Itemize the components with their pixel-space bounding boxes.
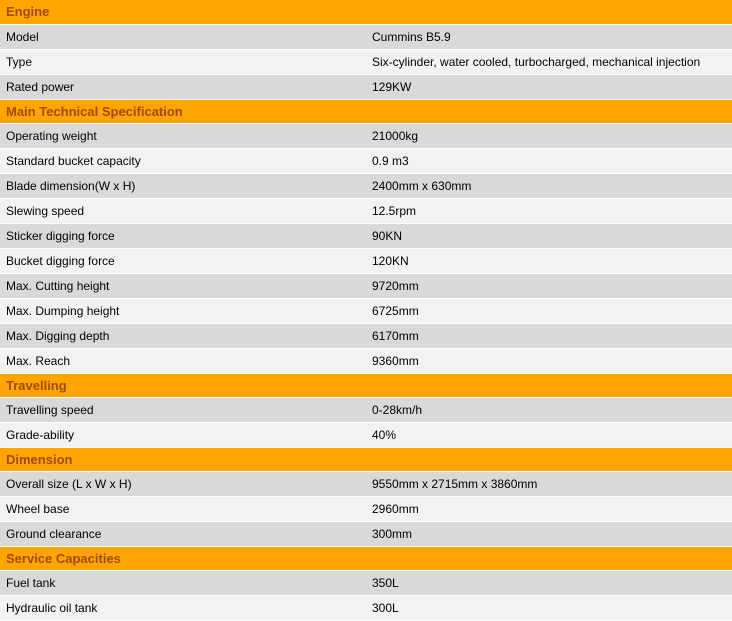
table-row: Max. Cutting height9720mm bbox=[0, 273, 732, 298]
spec-value: 9550mm x 2715mm x 3860mm bbox=[366, 471, 732, 496]
spec-value: 120KN bbox=[366, 248, 732, 273]
spec-value: 9360mm bbox=[366, 348, 732, 373]
table-row: Standard bucket capacity0.9 m3 bbox=[0, 148, 732, 173]
spec-value: 21000kg bbox=[366, 123, 732, 148]
spec-value: 2960mm bbox=[366, 496, 732, 521]
spec-value: Six-cylinder, water cooled, turbocharged… bbox=[366, 49, 732, 74]
spec-label: Rated power bbox=[0, 74, 366, 99]
spec-label: Max. Cutting height bbox=[0, 273, 366, 298]
spec-label: Max. Reach bbox=[0, 348, 366, 373]
spec-label: Slewing speed bbox=[0, 198, 366, 223]
spec-label: Ground clearance bbox=[0, 521, 366, 546]
spec-table: EngineModelCummins B5.9TypeSix-cylinder,… bbox=[0, 0, 732, 621]
spec-label: Max. Digging depth bbox=[0, 323, 366, 348]
spec-label: Hydraulic oil tank bbox=[0, 595, 366, 620]
spec-value: 0-28km/h bbox=[366, 397, 732, 422]
spec-value: 2400mm x 630mm bbox=[366, 173, 732, 198]
table-row: Max. Reach9360mm bbox=[0, 348, 732, 373]
spec-label: Overall size (L x W x H) bbox=[0, 471, 366, 496]
table-row: Max. Digging depth6170mm bbox=[0, 323, 732, 348]
spec-label: Blade dimension(W x H) bbox=[0, 173, 366, 198]
spec-label: Model bbox=[0, 24, 366, 49]
spec-value: Cummins B5.9 bbox=[366, 24, 732, 49]
table-row: Wheel base2960mm bbox=[0, 496, 732, 521]
table-row: Overall size (L x W x H)9550mm x 2715mm … bbox=[0, 471, 732, 496]
spec-value: 0.9 m3 bbox=[366, 148, 732, 173]
spec-value: 6725mm bbox=[366, 298, 732, 323]
spec-label: Operating weight bbox=[0, 123, 366, 148]
table-row: Slewing speed12.5rpm bbox=[0, 198, 732, 223]
spec-value: 12.5rpm bbox=[366, 198, 732, 223]
section-title: Dimension bbox=[0, 447, 732, 471]
spec-value: 350L bbox=[366, 570, 732, 595]
section-header: Engine bbox=[0, 0, 732, 24]
spec-label: Max. Dumping height bbox=[0, 298, 366, 323]
spec-label: Type bbox=[0, 49, 366, 74]
spec-label: Sticker digging force bbox=[0, 223, 366, 248]
section-title: Main Technical Specification bbox=[0, 99, 732, 123]
spec-value: 129KW bbox=[366, 74, 732, 99]
table-row: Operating weight21000kg bbox=[0, 123, 732, 148]
table-row: Bucket digging force120KN bbox=[0, 248, 732, 273]
section-title: Travelling bbox=[0, 373, 732, 397]
spec-label: Wheel base bbox=[0, 496, 366, 521]
table-row: Max. Dumping height6725mm bbox=[0, 298, 732, 323]
spec-label: Grade-ability bbox=[0, 422, 366, 447]
table-row: Travelling speed0-28km/h bbox=[0, 397, 732, 422]
section-header: Service Capacities bbox=[0, 546, 732, 570]
section-header: Travelling bbox=[0, 373, 732, 397]
table-row: Hydraulic oil tank300L bbox=[0, 595, 732, 620]
table-row: Sticker digging force90KN bbox=[0, 223, 732, 248]
spec-value: 90KN bbox=[366, 223, 732, 248]
table-row: Ground clearance300mm bbox=[0, 521, 732, 546]
spec-label: Travelling speed bbox=[0, 397, 366, 422]
table-row: ModelCummins B5.9 bbox=[0, 24, 732, 49]
spec-value: 9720mm bbox=[366, 273, 732, 298]
table-row: Fuel tank350L bbox=[0, 570, 732, 595]
spec-label: Bucket digging force bbox=[0, 248, 366, 273]
spec-value: 300mm bbox=[366, 521, 732, 546]
spec-value: 40% bbox=[366, 422, 732, 447]
spec-value: 300L bbox=[366, 595, 732, 620]
section-header: Main Technical Specification bbox=[0, 99, 732, 123]
table-row: Blade dimension(W x H)2400mm x 630mm bbox=[0, 173, 732, 198]
spec-label: Fuel tank bbox=[0, 570, 366, 595]
spec-value: 6170mm bbox=[366, 323, 732, 348]
spec-label: Standard bucket capacity bbox=[0, 148, 366, 173]
table-row: Rated power129KW bbox=[0, 74, 732, 99]
section-header: Dimension bbox=[0, 447, 732, 471]
section-title: Service Capacities bbox=[0, 546, 732, 570]
table-row: Grade-ability40% bbox=[0, 422, 732, 447]
section-title: Engine bbox=[0, 0, 732, 24]
table-row: TypeSix-cylinder, water cooled, turbocha… bbox=[0, 49, 732, 74]
